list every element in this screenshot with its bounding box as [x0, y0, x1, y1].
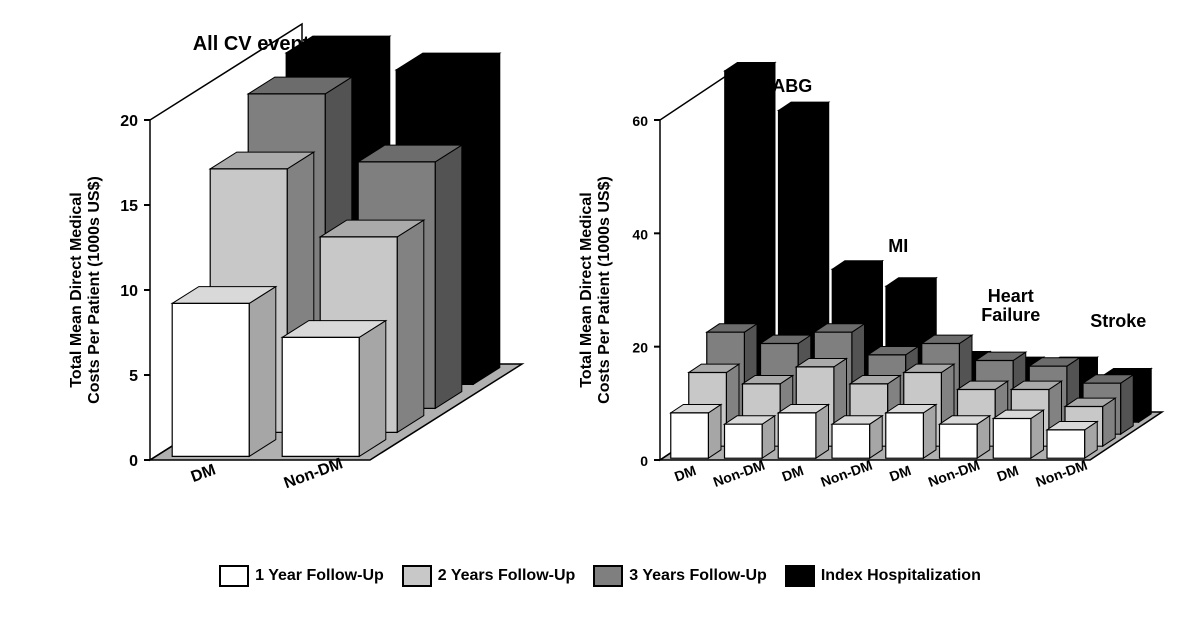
svg-text:All CV event types: All CV event types — [193, 33, 368, 55]
legend-label-index: Index Hospitalization — [821, 567, 981, 585]
legend-item-2yr: 2 Years Follow-Up — [402, 565, 576, 587]
legend-swatch-1yr — [219, 565, 249, 587]
left-chart-svg: 0 5 10 15 20 Total Mean Direct MedicalCosts P… — [20, 20, 540, 540]
svg-text:40: 40 — [632, 226, 648, 242]
svg-text:5: 5 — [129, 368, 138, 385]
svg-text:0: 0 — [640, 453, 648, 469]
svg-text:15: 15 — [120, 198, 138, 215]
legend-swatch-2yr — [402, 565, 432, 587]
legend-item-1yr: 1 Year Follow-Up — [219, 565, 384, 587]
svg-text:DM: DM — [672, 462, 698, 484]
legend-swatch-3yr — [593, 565, 623, 587]
svg-text:Non-DM: Non-DM — [818, 457, 874, 490]
svg-text:DM: DM — [995, 462, 1021, 484]
svg-text:CABG: CABG — [759, 76, 812, 96]
svg-text:Total Mean Direct MedicalCosts: Total Mean Direct MedicalCosts Per Patie… — [68, 176, 103, 404]
svg-text:20: 20 — [120, 113, 138, 130]
right-chart: 0 20 40 60 Total Mean Direct MedicalCosts Pe… — [540, 20, 1180, 545]
svg-text:Non-DM: Non-DM — [711, 457, 767, 490]
legend-label-1yr: 1 Year Follow-Up — [255, 567, 384, 585]
svg-text:0: 0 — [129, 453, 138, 470]
legend-item-3yr: 3 Years Follow-Up — [593, 565, 767, 587]
svg-text:DM: DM — [189, 462, 218, 486]
legend: 1 Year Follow-Up 2 Years Follow-Up 3 Yea… — [20, 565, 1180, 587]
svg-text:60: 60 — [632, 113, 648, 129]
right-chart-svg: 0 20 40 60 Total Mean Direct MedicalCosts Pe… — [540, 20, 1180, 540]
legend-item-index: Index Hospitalization — [785, 565, 981, 587]
svg-text:Non-DM: Non-DM — [926, 457, 982, 490]
svg-text:DM: DM — [780, 462, 806, 484]
left-chart: 0 5 10 15 20 Total Mean Direct MedicalCosts P… — [20, 20, 540, 545]
svg-text:MI: MI — [888, 236, 908, 256]
legend-swatch-index — [785, 565, 815, 587]
svg-text:10: 10 — [120, 283, 138, 300]
svg-text:HeartFailure: HeartFailure — [981, 286, 1040, 325]
svg-text:Non-DM: Non-DM — [1033, 457, 1089, 490]
svg-text:DM: DM — [887, 462, 913, 484]
svg-text:Total Mean Direct MedicalCosts: Total Mean Direct MedicalCosts Per Patie… — [578, 176, 613, 404]
svg-text:Stroke: Stroke — [1090, 311, 1146, 331]
legend-label-2yr: 2 Years Follow-Up — [438, 567, 576, 585]
svg-text:20: 20 — [632, 340, 648, 356]
svg-text:Non-DM: Non-DM — [282, 455, 345, 492]
legend-label-3yr: 3 Years Follow-Up — [629, 567, 767, 585]
